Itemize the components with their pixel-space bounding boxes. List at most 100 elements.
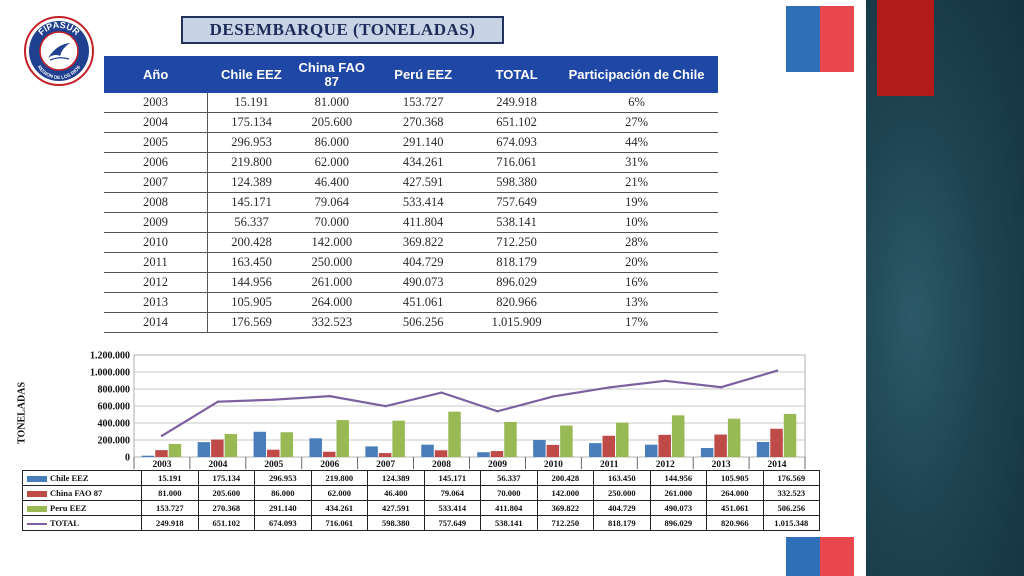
data-label: 674.093 <box>254 515 312 531</box>
fipasur-logo: FIPASUR REGION DE LOS RIOS <box>24 16 94 86</box>
bar-peru-eez <box>671 415 685 457</box>
table-cell: 296.953 <box>207 132 296 153</box>
landings-table: Año Chile EEZ China FAO 87 Perú EEZ TOTA… <box>104 56 718 333</box>
x-tick-label: 2008 <box>432 460 451 470</box>
data-label: 124.389 <box>367 470 425 486</box>
series-name: China FAO 87 <box>50 488 103 498</box>
data-table-row: TOTAL 249.918 651.102 674.093 716.061 598.380… <box>22 515 820 531</box>
x-tick-label: 2013 <box>712 460 731 470</box>
table-cell: 2011 <box>104 252 208 273</box>
data-label: 56.337 <box>480 470 538 486</box>
bar-peru-eez <box>280 432 294 457</box>
bar-chile-eez <box>589 443 602 457</box>
series-name: Peru EEZ <box>50 503 87 513</box>
table-cell: 411.804 <box>368 212 479 233</box>
table-cell: 451.061 <box>368 292 479 313</box>
table-cell: 86.000 <box>295 132 369 153</box>
table-cell: 2004 <box>104 112 208 133</box>
table-cell: 651.102 <box>478 112 556 133</box>
table-cell: 163.450 <box>207 252 296 273</box>
data-label: 200.428 <box>536 470 594 486</box>
data-label: 81.000 <box>141 485 199 501</box>
landings-chart: 0 200.000 400.000 600.000 800.000 1.000.000 1.… <box>90 351 806 470</box>
y-axis-title-box: TONELADAS <box>16 382 27 444</box>
table-cell: 820.966 <box>478 292 556 313</box>
series-name: TOTAL <box>50 518 79 528</box>
table-cell: 6% <box>555 93 718 113</box>
data-label: 538.141 <box>480 515 538 531</box>
bar-peru-eez <box>560 425 573 457</box>
table-cell: 427.591 <box>368 172 479 193</box>
table-cell: 404.729 <box>368 252 479 273</box>
line-point <box>440 391 443 394</box>
bar-peru-eez <box>504 421 517 457</box>
line-point <box>719 386 723 389</box>
table-cell: 369.822 <box>368 232 479 253</box>
data-label: 1.015.348 <box>762 515 820 531</box>
table-row: 2006 219.800 62.000 434.261 716.061 31% <box>104 152 718 173</box>
header-total: TOTAL <box>478 56 556 93</box>
table-cell: 598.380 <box>478 172 556 193</box>
bar-chile-eez <box>309 438 322 457</box>
bar-china-fao-87 <box>714 434 727 457</box>
bar-peru-eez <box>168 443 182 457</box>
line-point <box>384 404 387 408</box>
table-cell: 144.956 <box>207 272 296 293</box>
table-cell: 56.337 <box>207 212 296 233</box>
line-point <box>608 386 611 389</box>
data-label: 175.134 <box>197 470 255 486</box>
x-tick-label: 2011 <box>600 460 619 470</box>
table-cell: 205.600 <box>295 112 369 133</box>
line-point <box>160 434 164 437</box>
data-label: 818.179 <box>593 515 651 531</box>
chart-data-table: Chile EEZ 15.191 175.134 296.953 219.800 124.… <box>22 470 820 531</box>
data-label: 896.029 <box>649 515 707 531</box>
bar-chile-eez <box>365 446 378 457</box>
data-label: 533.414 <box>423 500 481 516</box>
data-label: 62.000 <box>310 485 368 501</box>
data-table-row: China FAO 87 81.000 205.600 86.000 62.000 46.… <box>22 485 820 501</box>
bar-chile-eez <box>533 439 546 457</box>
table-cell: 716.061 <box>478 152 556 173</box>
x-tick-label: 2004 <box>208 460 227 470</box>
table-row: 2013 105.905 264.000 451.061 820.966 13% <box>104 292 718 313</box>
legend-key <box>27 506 47 513</box>
side-panel <box>866 0 1024 576</box>
data-label: 369.822 <box>536 500 594 516</box>
line-point <box>272 398 275 401</box>
table-cell: 70.000 <box>295 212 369 233</box>
x-tick-label: 2009 <box>488 460 507 470</box>
table-cell: 538.141 <box>478 212 556 233</box>
bar-chile-eez <box>477 452 490 457</box>
table-cell: 46.400 <box>295 172 369 193</box>
bar-chile-eez <box>700 447 714 457</box>
table-cell: 712.250 <box>478 232 556 253</box>
data-label: 296.953 <box>254 470 312 486</box>
line-point <box>328 394 331 398</box>
bar-peru-eez <box>224 434 238 457</box>
table-cell: 17% <box>555 312 718 333</box>
line-point <box>552 395 555 398</box>
y-tick-label: 1.000.000 <box>90 368 130 379</box>
svg-text:FIPASUR: FIPASUR <box>36 20 82 38</box>
line-total <box>161 369 778 437</box>
table-cell: 2014 <box>104 312 208 333</box>
data-label: 46.400 <box>367 485 425 501</box>
table-cell: 145.171 <box>207 192 296 213</box>
table-cell: 896.029 <box>478 272 556 293</box>
bar-peru-eez <box>392 420 405 457</box>
table-row: 2010 200.428 142.000 369.822 712.250 28% <box>104 232 718 253</box>
table-cell: 270.368 <box>368 112 479 133</box>
series-legend-cell: China FAO 87 <box>22 485 142 501</box>
bar-china-fao-87 <box>602 435 616 457</box>
header-peru-eez: Perú EEZ <box>368 56 479 93</box>
table-cell: 124.389 <box>207 172 296 193</box>
table-cell: 506.256 <box>368 312 479 333</box>
bar-chile-eez <box>141 455 155 457</box>
data-label: 411.804 <box>480 500 538 516</box>
legend-key <box>27 523 47 526</box>
table-cell: 2013 <box>104 292 208 313</box>
data-label: 79.064 <box>423 485 481 501</box>
bar-china-fao-87 <box>211 439 224 457</box>
y-tick-label: 800.000 <box>98 385 131 396</box>
